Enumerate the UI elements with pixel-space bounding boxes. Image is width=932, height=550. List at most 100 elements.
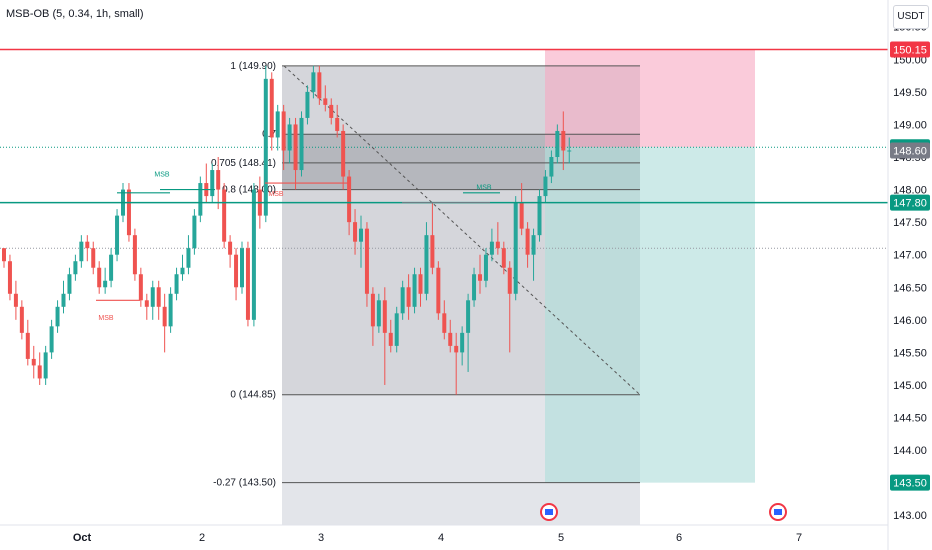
candle	[19, 300, 24, 340]
candle	[222, 183, 227, 249]
candle-body	[228, 241, 233, 255]
time-axis[interactable]: Oct 2 3 4 5 6 7	[0, 503, 888, 544]
candle	[73, 254, 78, 281]
event-icon-flag	[545, 509, 553, 515]
candle-body	[115, 215, 120, 255]
candle-body	[162, 306, 167, 327]
candle-body	[132, 235, 137, 275]
candle-body	[222, 189, 227, 242]
price-label-box	[890, 41, 930, 58]
take-profit-zone	[545, 147, 755, 483]
candle	[109, 248, 114, 288]
candle	[192, 209, 197, 255]
candle	[55, 300, 60, 333]
candle	[472, 267, 477, 307]
candle	[299, 111, 304, 177]
candle	[561, 111, 566, 171]
candle	[478, 254, 482, 294]
candle-body	[192, 215, 197, 249]
candle	[329, 98, 334, 125]
candle-body	[150, 287, 155, 307]
candle	[442, 300, 447, 340]
price-tick-label: 149.00	[893, 119, 927, 131]
candle-body	[376, 300, 381, 327]
candle-body	[55, 306, 60, 327]
candle-body	[245, 248, 250, 320]
candle-body	[567, 150, 572, 152]
indicator-legend[interactable]: MSB-OB (5, 0.34, 1h, small)	[6, 8, 144, 20]
candle-body	[507, 267, 512, 294]
candle	[240, 241, 244, 294]
candle-body	[156, 287, 161, 307]
candle	[228, 235, 233, 268]
candle-body	[293, 124, 298, 171]
candle-body	[198, 183, 203, 216]
candle-body	[37, 365, 42, 379]
candle	[406, 274, 411, 320]
price-label-text: 150.15	[893, 45, 927, 57]
candle	[7, 254, 12, 301]
candle-body	[73, 261, 78, 275]
candle	[180, 254, 185, 281]
candle-body	[85, 241, 90, 249]
candle	[132, 228, 137, 281]
candle	[364, 222, 369, 307]
candle	[323, 85, 328, 112]
candle-body	[561, 130, 566, 151]
fib-level-label-5: -0.27 (143.50)	[213, 478, 276, 489]
price-label: 148.60	[890, 142, 930, 159]
candle-body	[353, 222, 358, 242]
candle	[162, 293, 167, 353]
fib-level-label-1: 0.7	[262, 129, 276, 140]
candle-body	[448, 332, 453, 346]
candle	[269, 72, 274, 151]
candle	[210, 163, 215, 203]
candle-body	[412, 274, 417, 307]
candle	[412, 267, 417, 314]
candles-layer	[2, 65, 572, 395]
candle-body	[234, 254, 239, 288]
price-axis[interactable]: 143.00 143.50 144.00 144.50 145.00 145.50 146.…	[887, 0, 932, 550]
candle	[501, 241, 506, 275]
candle	[424, 222, 429, 301]
candle-body	[79, 241, 84, 262]
candle	[144, 293, 149, 320]
candle-body	[281, 111, 286, 151]
time-tick-label: Oct	[73, 532, 92, 544]
event-icon	[769, 503, 787, 521]
time-tick-label: 5	[558, 532, 564, 544]
price-tick-label: 146.50	[893, 282, 927, 294]
candle-body	[216, 170, 221, 190]
currency-button[interactable]: USDT	[893, 5, 929, 29]
candle	[335, 104, 340, 138]
candle-body	[495, 241, 500, 249]
candle-body	[501, 248, 506, 268]
candle-body	[103, 280, 108, 288]
time-tick-label: 3	[318, 532, 324, 544]
grid-layer	[0, 146, 888, 249]
candle-body	[317, 72, 322, 99]
price-tick-label: 144.00	[893, 445, 927, 457]
fib-level-label-3: 0.8 (148.00)	[222, 185, 276, 196]
candle-body	[97, 267, 102, 288]
candle	[531, 228, 536, 281]
candle	[513, 196, 518, 301]
candle-body	[174, 274, 179, 294]
candle-body	[537, 196, 542, 236]
candle-body	[394, 313, 399, 346]
time-tick-label: 2	[199, 532, 205, 544]
candle	[537, 189, 542, 242]
candle	[251, 183, 256, 327]
candle	[263, 65, 268, 223]
candle	[275, 104, 280, 151]
candle	[400, 280, 405, 320]
candle-body	[531, 235, 536, 255]
price-tick-label: 143.00	[893, 510, 927, 522]
candle-body	[305, 91, 310, 118]
candle-body	[555, 130, 560, 158]
candle	[138, 267, 143, 307]
annotations-layer: MSB MSB MSB MSB	[0, 48, 888, 322]
candle-body	[329, 104, 334, 118]
candle	[555, 124, 560, 164]
